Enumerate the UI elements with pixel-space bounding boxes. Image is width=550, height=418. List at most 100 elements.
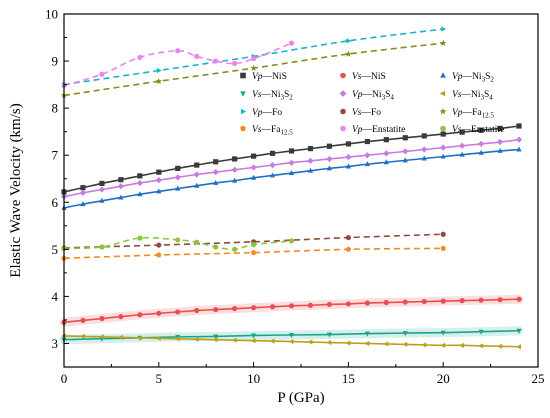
y-tick-label: 7: [52, 148, 59, 163]
point-vs-ni3s4: [383, 341, 389, 347]
point-vp-ni3s4: [459, 142, 466, 149]
point-vs-nis: [99, 315, 105, 322]
point-vp-nis: [421, 133, 427, 139]
legend-marker-vp-fo: [240, 108, 247, 115]
point-vp-ni3s2: [440, 153, 446, 159]
point-vp-en: [288, 40, 295, 46]
point-vp-ni3s4: [326, 155, 333, 163]
point-vs-ni3s2: [402, 331, 408, 337]
point-vp-ni3s2: [99, 197, 105, 203]
legend-entry-vs-nis: Vs—NiS: [340, 72, 386, 82]
y-tick-label: 10: [45, 7, 58, 22]
point-vp-nis: [497, 125, 503, 131]
point-vp-ni3s2: [364, 161, 370, 167]
point-vs-en: [213, 244, 219, 250]
legend-label-vs-nis: Vs—NiS: [352, 72, 386, 82]
point-vp-ni3s2: [80, 201, 86, 207]
series-line-vs-fo: [63, 233, 444, 249]
point-vs-ni3s2: [478, 329, 484, 335]
legend-entry-vp-ni3s2: Vp—Ni3S2: [440, 72, 494, 84]
point-vp-en: [99, 71, 105, 77]
legend-label-vs-ni3s4: Vs—Ni3S4: [452, 90, 493, 102]
point-vs-nis: [156, 310, 162, 316]
point-vs-ni3s4: [79, 333, 85, 340]
legend-label-vs-fa: Vs—Fa12.5: [252, 125, 293, 137]
point-vs-ni3s2: [251, 333, 257, 339]
y-tick-label: 8: [52, 101, 59, 116]
point-vp-nis: [175, 165, 181, 171]
point-vs-fo: [156, 242, 162, 248]
point-vs-nis: [251, 305, 257, 311]
point-vp-ni3s2: [459, 151, 465, 157]
point-vp-nis: [232, 156, 238, 162]
point-vp-ni3s2: [383, 159, 389, 165]
point-vs-ni3s2: [288, 333, 295, 338]
point-vs-ni3s4: [269, 338, 275, 344]
legend-marker-vp-en: [340, 125, 346, 132]
point-vs-nis: [269, 304, 276, 310]
x-tick-label: 20: [437, 371, 450, 386]
point-vp-nis: [383, 137, 389, 143]
legend-label-vp-en: Vp—Enstatite: [352, 125, 405, 135]
y-tick-label: 3: [52, 336, 59, 351]
series-line-vp-en: [63, 42, 292, 87]
point-vp-ni3s2: [421, 155, 427, 161]
legend-entry-vs-fo: Vs—Fo: [340, 108, 381, 118]
point-vp-ni3s4: [117, 183, 124, 190]
legend-entry-vp-nis: Vp—NiS: [240, 72, 287, 82]
point-vs-nis: [326, 301, 333, 308]
point-vp-ni3s4: [478, 140, 485, 148]
point-vp-ni3s2: [232, 177, 238, 183]
legend-marker-vs-fa: [240, 125, 246, 131]
legend-label-vp-fo: Vp—Fo: [252, 108, 282, 118]
y-tick-label: 9: [52, 54, 59, 69]
point-vp-fo: [346, 38, 352, 44]
legend-label-vp-ni3s4: Vp—Ni3S4: [352, 90, 394, 102]
point-vs-ni3s4: [516, 344, 521, 350]
legend-entry-vs-fa: Vs—Fa12.5: [240, 125, 293, 137]
point-vs-ni3s4: [326, 339, 332, 346]
point-vp-fo: [441, 26, 447, 32]
point-vs-nis: [364, 300, 370, 306]
point-vp-ni3s4: [364, 152, 371, 159]
legend-marker-vp-ni3s2: [440, 72, 446, 78]
point-vp-nis: [307, 146, 314, 152]
legend-label-vp-nis: Vp—NiS: [252, 72, 287, 82]
point-vp-nis: [364, 138, 370, 145]
point-vs-fo: [440, 231, 446, 237]
series-line-vp-ni3s2: [63, 148, 520, 209]
point-vs-ni3s4: [193, 336, 199, 342]
point-vp-ni3s4: [307, 157, 314, 164]
point-vp-nis: [156, 169, 162, 175]
legend-entry-vp-fa: Vp—Fa12.5: [439, 107, 494, 120]
legend-entry-vs-en: Vs—Enstatite: [440, 125, 504, 135]
point-vs-en: [137, 235, 143, 241]
point-vs-nis: [516, 296, 522, 302]
point-vp-nis: [440, 131, 446, 137]
point-vs-nis: [402, 299, 408, 305]
legend-marker-vs-fo: [340, 108, 346, 115]
point-vs-nis: [288, 303, 295, 309]
point-vp-ni3s4: [269, 161, 276, 169]
point-vs-ni3s4: [478, 343, 484, 349]
point-vs-ni3s4: [98, 334, 104, 340]
point-vs-nis: [118, 314, 124, 320]
point-vs-en: [251, 242, 257, 248]
legend-marker-vs-ni3s4: [439, 90, 446, 97]
point-vp-en: [137, 54, 143, 60]
legend-marker-vs-nis: [340, 72, 346, 79]
point-vs-ni3s4: [117, 334, 123, 340]
confidence-band-vs-nis: [59, 294, 524, 327]
point-vp-nis: [251, 153, 257, 159]
legend-marker-vp-nis: [240, 72, 246, 79]
point-vs-ni3s4: [212, 337, 218, 343]
point-vp-ni3s4: [250, 164, 257, 171]
point-vs-ni3s4: [250, 338, 256, 344]
point-vs-ni3s2: [213, 334, 219, 340]
y-tick-label: 5: [52, 242, 59, 257]
legend-entry-vs-ni3s2: Vs—Ni3S2: [240, 90, 293, 102]
point-vp-ni3s4: [193, 171, 200, 178]
point-vp-ni3s4: [496, 138, 504, 146]
point-vp-ni3s2: [269, 172, 276, 178]
